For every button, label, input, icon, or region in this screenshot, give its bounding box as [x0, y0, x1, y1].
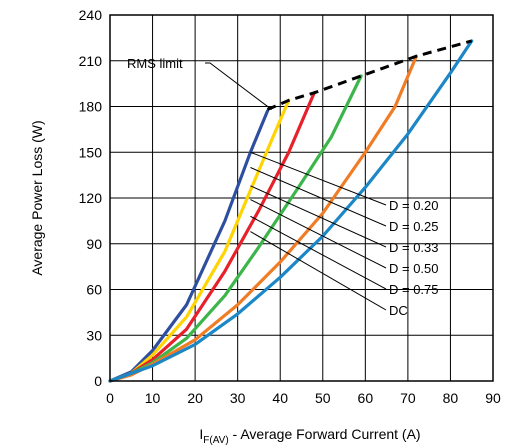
series-leader-line [250, 151, 387, 206]
series-line [108, 109, 270, 383]
series-label: DC [389, 303, 408, 318]
series-leader-line [250, 167, 387, 227]
y-tick-labels: 0 30 60 90 120 150 180 210 240 [79, 7, 103, 389]
series-leader-line [250, 215, 387, 290]
series-leader-line [250, 185, 387, 248]
y-tick-label: 0 [94, 373, 102, 389]
x-tick-label: 0 [106, 390, 114, 406]
rms-limit-dashed-line [266, 39, 473, 111]
x-tick-label: 10 [145, 390, 161, 406]
rms-limit-label: RMS limit [127, 56, 183, 71]
series-label: D = 0.50 [389, 261, 439, 276]
y-tick-label: 60 [86, 282, 102, 298]
y-tick-label: 210 [79, 53, 103, 69]
series-line [108, 39, 474, 383]
x-tick-label: 20 [187, 390, 203, 406]
x-tick-label: 40 [272, 390, 288, 406]
y-tick-label: 30 [86, 327, 102, 343]
x-tick-label: 70 [400, 390, 416, 406]
x-axis-title-sub: F(AV) [203, 435, 228, 446]
series-lines [108, 39, 474, 383]
rms-limit-leader [205, 62, 273, 110]
x-tick-label: 90 [485, 390, 501, 406]
grid [110, 15, 493, 381]
series-annotations: D = 0.20 D = 0.25 D = 0.33 D = 0.50 D = 0.75… [389, 198, 439, 318]
y-tick-label: 180 [79, 99, 103, 115]
series-line [108, 91, 316, 383]
y-tick-label: 90 [86, 236, 102, 252]
x-axis-title-main: I [199, 426, 203, 442]
series-line [108, 54, 418, 383]
y-tick-label: 120 [79, 190, 103, 206]
x-tick-label: 80 [443, 390, 459, 406]
x-tick-label: 60 [358, 390, 374, 406]
series-label: D = 0.25 [389, 219, 439, 234]
series-label: D = 0.33 [389, 240, 439, 255]
x-tick-label: 30 [230, 390, 246, 406]
y-tick-label: 240 [79, 7, 103, 23]
label-leader-lines [205, 62, 387, 311]
y-axis-title: Average Power Loss (W) [29, 120, 45, 275]
series-label: D = 0.75 [389, 282, 439, 297]
series-leader-line [250, 231, 387, 311]
rms-limit-line [266, 39, 473, 111]
x-tick-label: 50 [315, 390, 331, 406]
x-tick-labels: 0 10 20 30 40 50 60 70 80 90 [106, 390, 501, 406]
plot-frame [109, 14, 494, 382]
series-label: D = 0.20 [389, 198, 439, 213]
x-axis-title: IF(AV) - Average Forward Current (A) [199, 426, 420, 446]
series-leader-line [250, 199, 387, 269]
x-axis-title-rest: - Average Forward Current (A) [229, 426, 421, 442]
y-tick-label: 150 [79, 144, 103, 160]
